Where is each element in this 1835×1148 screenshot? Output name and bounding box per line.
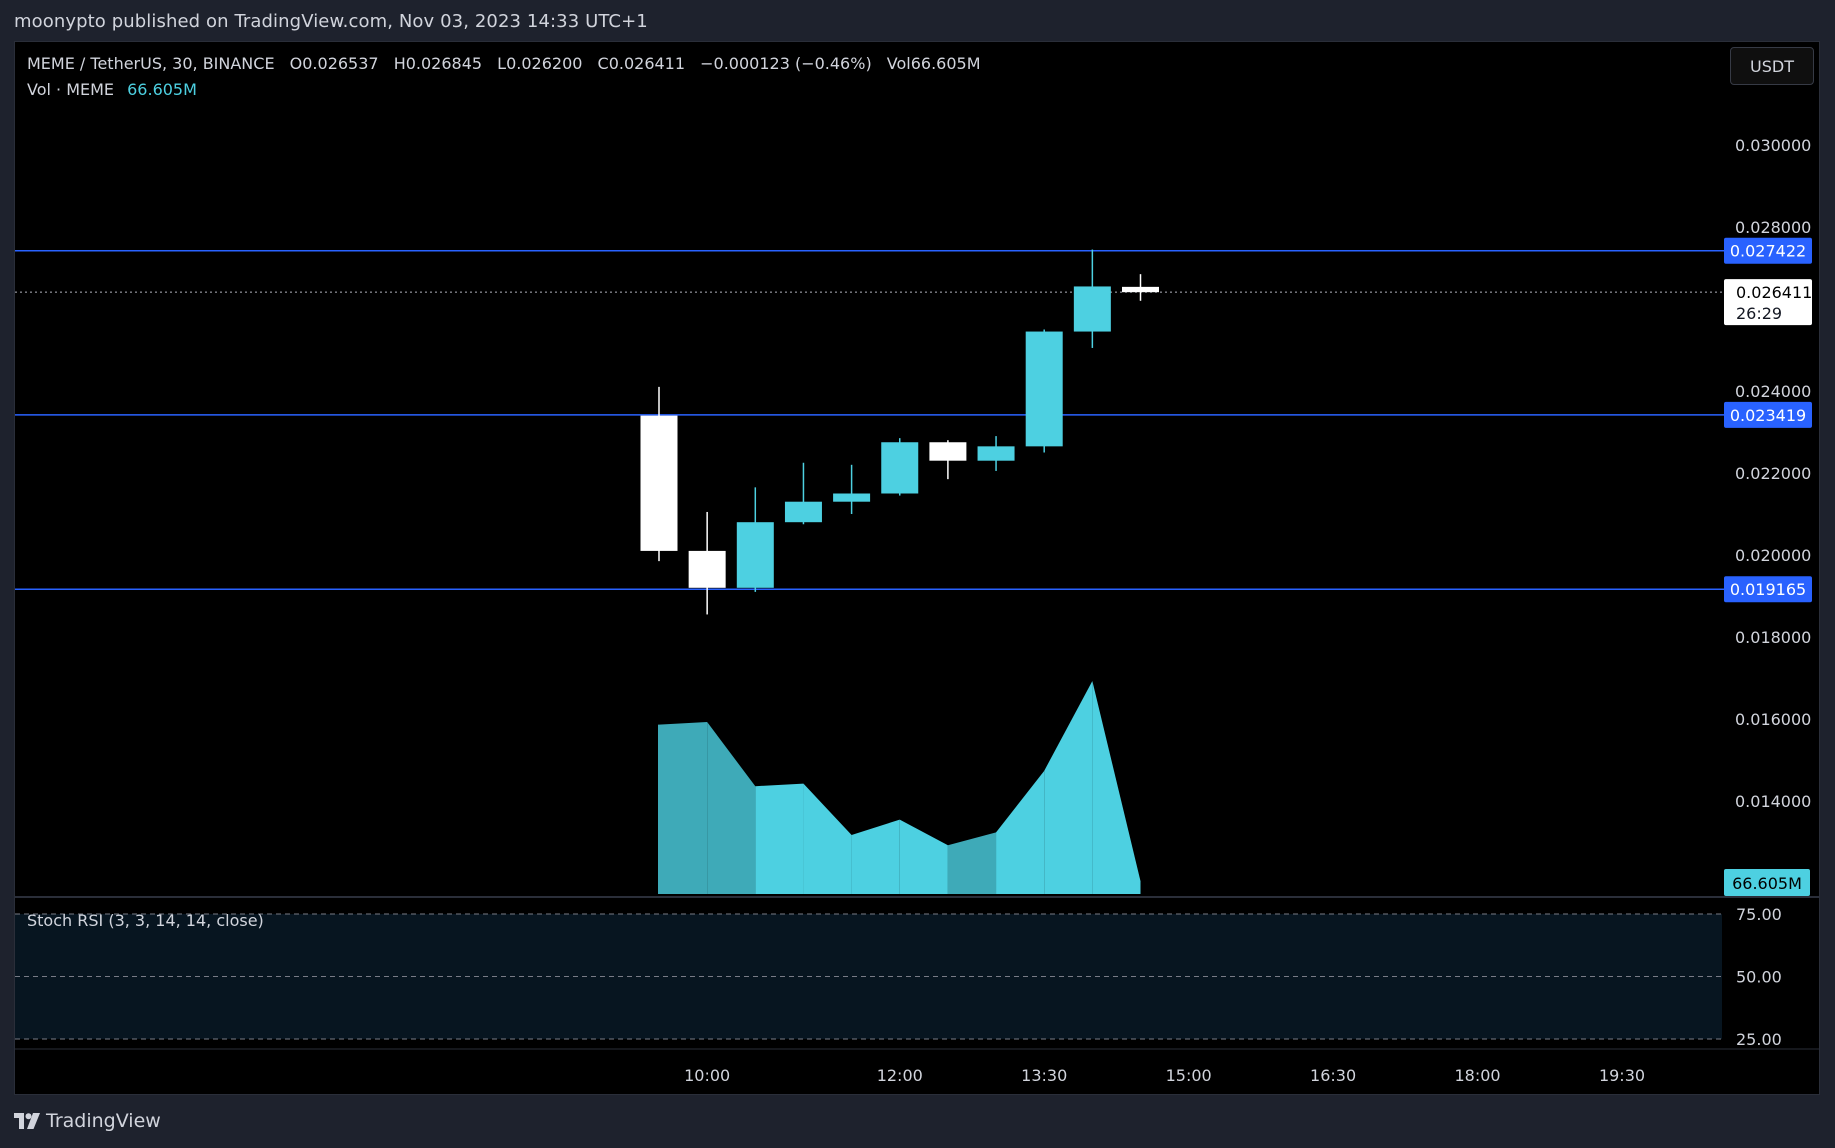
close-label: C [597,54,609,73]
volume-series-label[interactable]: Vol · MEME [27,80,115,99]
price-axis-tick-label: 0.028000 [1735,218,1811,237]
price-axis-tick-label: 0.020000 [1735,546,1811,565]
tradingview-logo[interactable]: TradingView [14,1110,161,1132]
volume-value-badge [1724,869,1810,896]
open-value: 0.026537 [302,54,379,73]
volume-area-segment [899,819,948,894]
volume-label: Vol [886,54,911,73]
candle-body[interactable] [977,446,1015,461]
candle-body[interactable] [688,550,726,588]
last-price-badge-value: 0.026411 [1736,283,1812,302]
volume-area-segment [755,783,804,894]
stoch-rsi-axis-label: 50.00 [1736,968,1782,987]
price-axis-tick-label: 0.014000 [1735,792,1811,811]
time-axis-tick-label: 16:30 [1310,1066,1356,1085]
time-axis-tick-label: 10:00 [684,1066,730,1085]
tradingview-logo-icon [14,1113,40,1129]
high-value: 0.026845 [405,54,483,73]
time-axis-tick-label: 13:30 [1021,1066,1067,1085]
time-axis-tick-label: 15:00 [1166,1066,1212,1085]
horizontal-level-badge-label: 0.027422 [1730,242,1806,261]
stoch-rsi-axis-label: 75.00 [1736,905,1782,924]
candle-body[interactable] [1073,286,1111,332]
ohlc-legend: MEME / TetherUS, 30, BINANCE O0.026537 H… [27,54,981,73]
candle-body[interactable] [784,501,822,523]
volume-legend: Vol · MEME 66.605M [27,80,197,99]
low-value: 0.026200 [506,54,583,73]
tradingview-brand: TradingView [46,1110,161,1132]
volume-area-segment [803,783,852,894]
currency-button[interactable]: USDT [1730,47,1814,85]
volume-area-segment [947,832,997,894]
volume-area-segment [996,770,1045,894]
last-price-countdown: 26:29 [1736,304,1782,323]
candle-body[interactable] [1025,331,1063,447]
time-axis-tick-label: 19:30 [1599,1066,1645,1085]
horizontal-level-badge-label: 0.019165 [1730,580,1806,599]
high-label: H [393,54,406,73]
publisher-line: moonypto published on TradingView.com, N… [14,11,648,32]
symbol-label[interactable]: MEME / TetherUS, 30, BINANCE [27,54,275,73]
time-axis-tick-label: 18:00 [1454,1066,1500,1085]
volume-area-segment [707,722,756,894]
volume-area-start [658,724,659,894]
volume-area-segment [1044,681,1093,894]
change-value: −0.000123 (−0.46%) [700,54,872,73]
horizontal-level-badge [1724,401,1812,428]
candle-body[interactable] [736,522,774,588]
low-label: L [497,54,507,73]
price-axis-tick-label: 0.030000 [1735,136,1811,155]
volume-area-segment [659,722,708,894]
candle-body[interactable] [1122,286,1159,293]
candle-body[interactable] [833,493,871,502]
volume-area-segment [1092,681,1141,894]
horizontal-level-badge-label: 0.023419 [1730,406,1806,425]
candle-body[interactable] [929,442,967,461]
stoch-rsi-label[interactable]: Stoch RSI (3, 3, 14, 14, close) [27,911,264,930]
volume-area-segment [851,819,900,894]
candle-body[interactable] [881,442,919,494]
price-axis-tick-label: 0.016000 [1735,710,1811,729]
volume-value: 66.605M [910,54,981,73]
open-label: O [289,54,303,73]
close-value: 0.026411 [608,54,686,73]
price-axis-tick-label: 0.022000 [1735,464,1811,483]
volume-value-badge-label: 66.605M [1732,874,1802,893]
price-axis-tick-label: 0.024000 [1735,382,1811,401]
horizontal-level-badge [1724,237,1812,264]
horizontal-level-badge [1724,576,1812,603]
stoch-rsi-axis-label: 25.00 [1736,1030,1782,1049]
time-axis-tick-label: 12:00 [877,1066,923,1085]
candle-body[interactable] [640,415,678,551]
price-axis-tick-label: 0.018000 [1735,628,1811,647]
last-price-badge [1724,279,1812,326]
volume-series-value: 66.605M [127,80,197,99]
